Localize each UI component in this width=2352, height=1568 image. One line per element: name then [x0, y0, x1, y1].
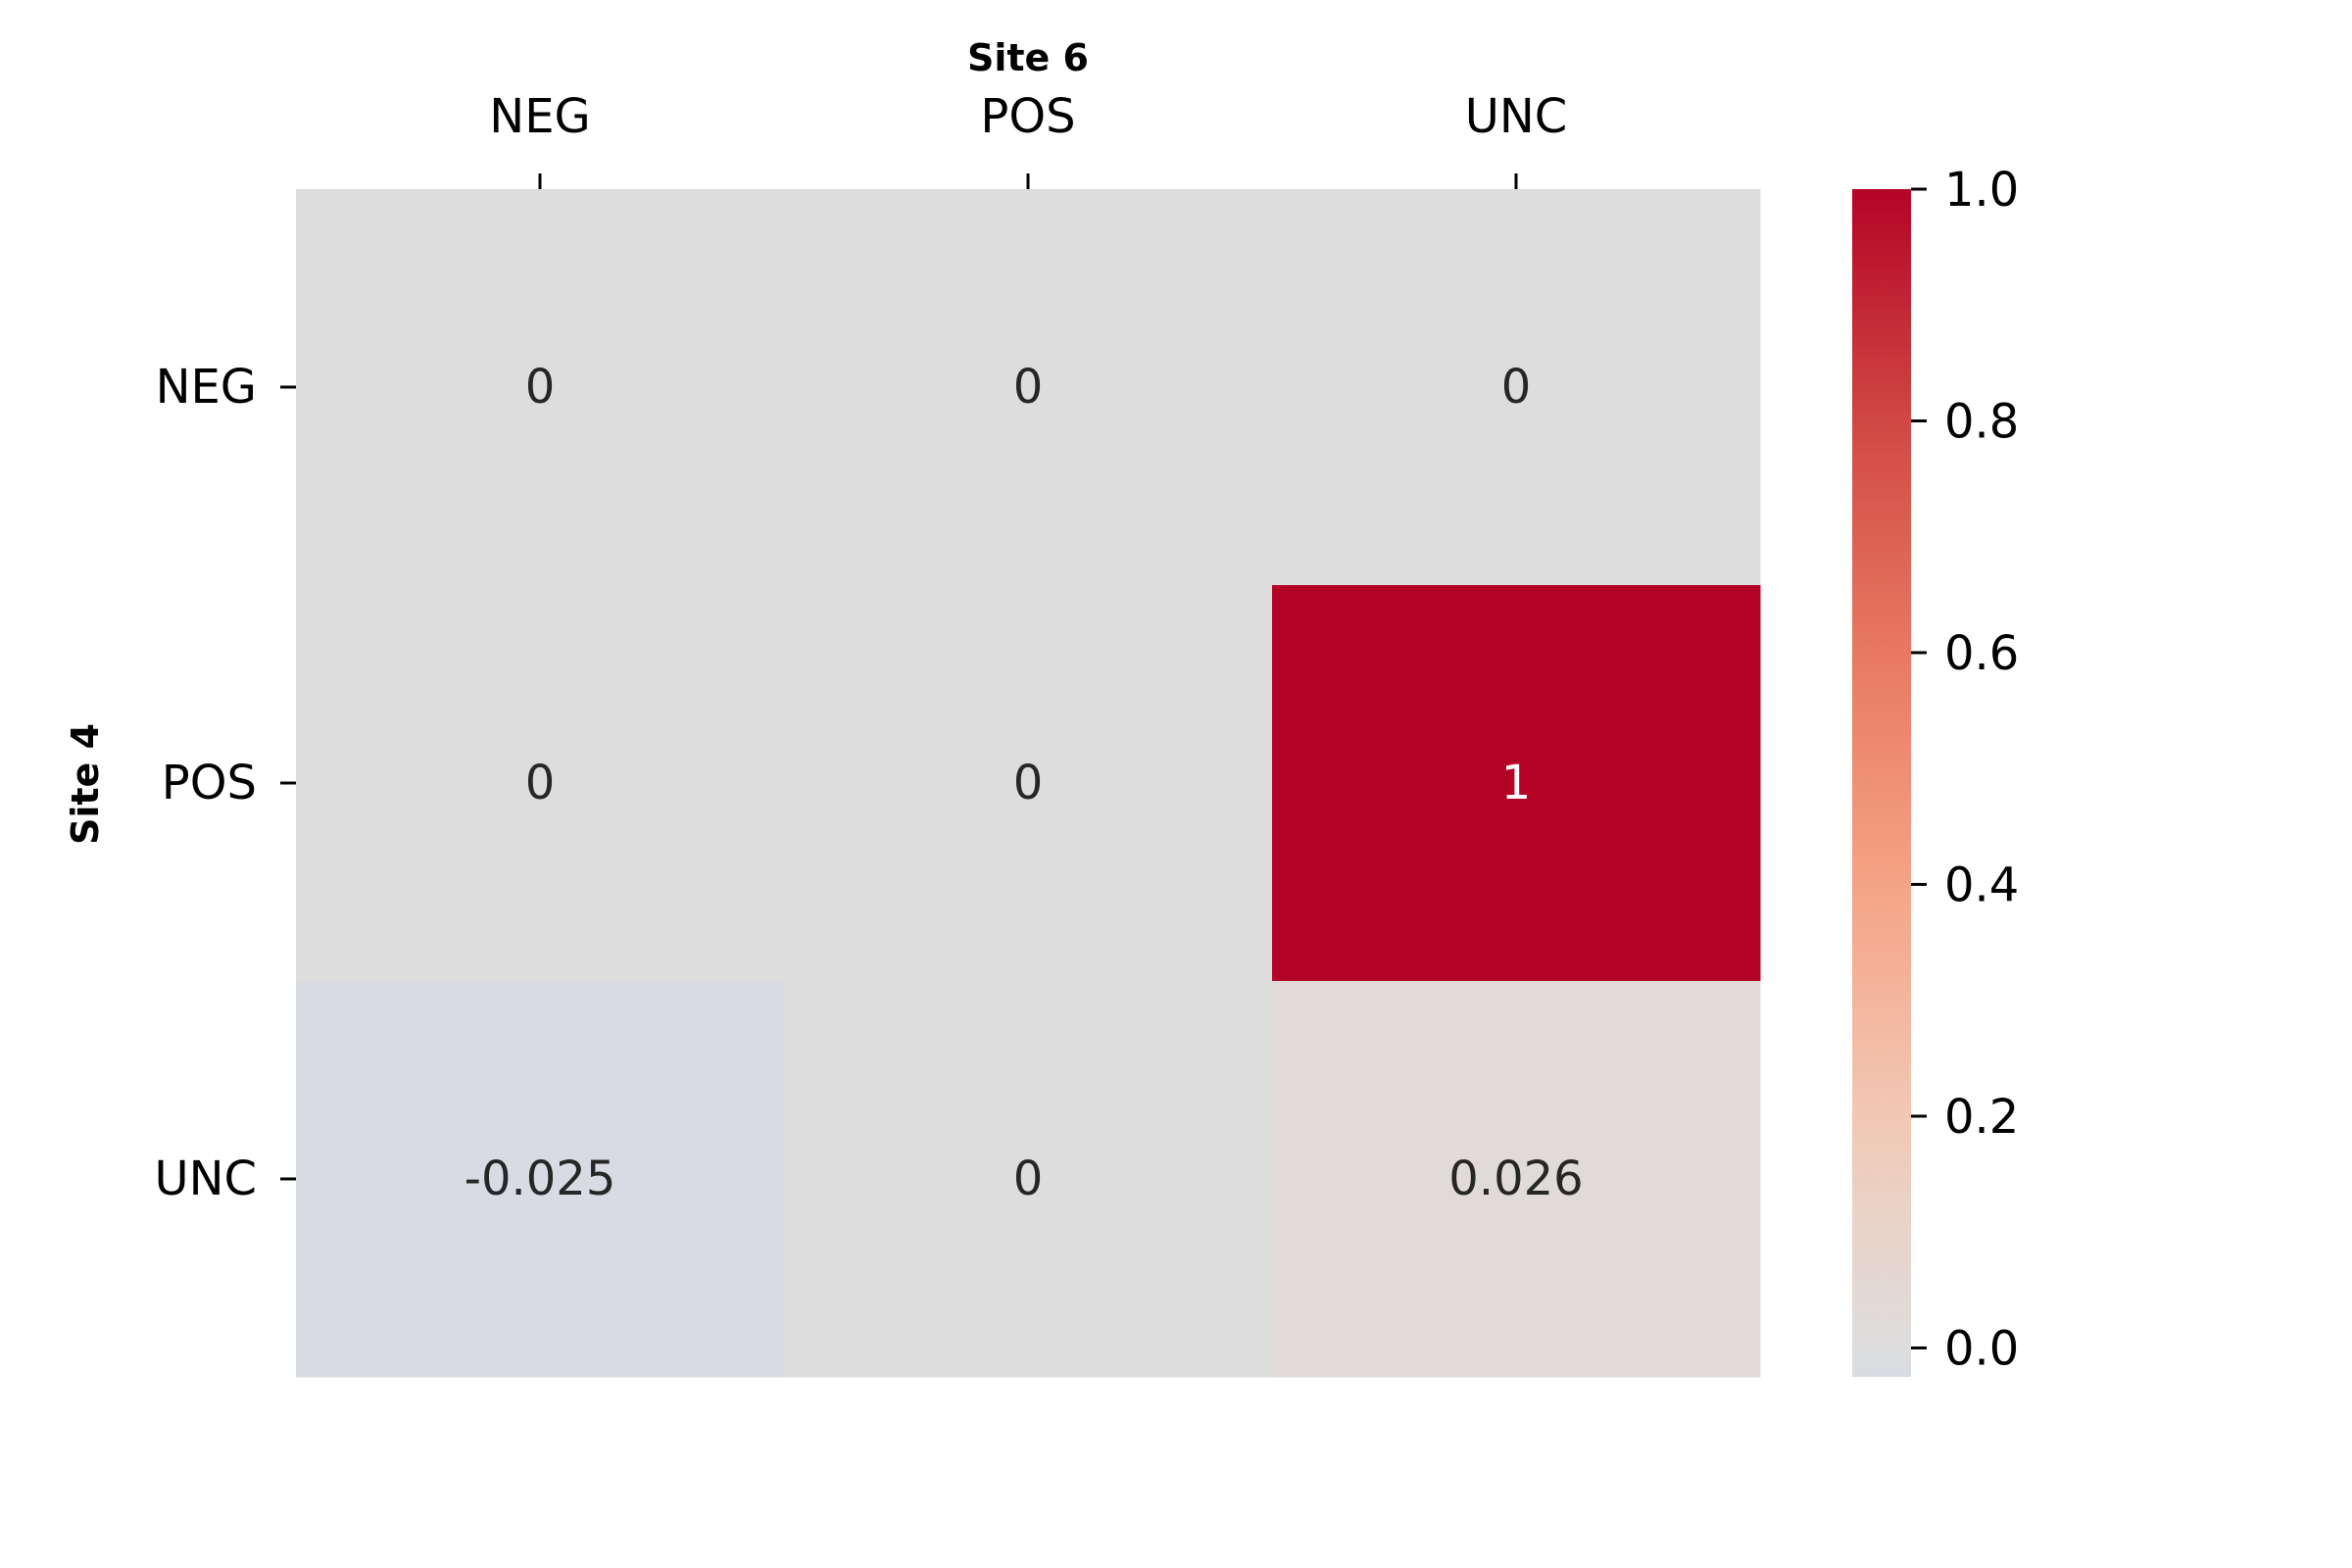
heatmap-cell: [784, 585, 1273, 982]
heatmap-cell: [296, 585, 785, 982]
cell-value-label: -0.025: [465, 1152, 616, 1206]
colorbar-tick-label: 1.0: [1944, 163, 2019, 218]
heatmap-cell: [1272, 189, 1761, 586]
cell-value-label: 1: [1501, 756, 1532, 810]
colorbar-tick-label: 0.0: [1944, 1321, 2019, 1376]
colorbar-tick-label: 0.4: [1944, 858, 2019, 912]
colorbar: 0.0 0.2 0.4 0.6 0.8 1.0: [1852, 163, 2019, 1377]
cell-value-label: 0: [1013, 360, 1044, 415]
cell-value-label: 0: [525, 756, 556, 810]
y-tick-label: NEG: [156, 360, 257, 415]
y-axis-ticks: NEG POS UNC: [154, 360, 296, 1206]
colorbar-tick-label: 0.6: [1944, 626, 2019, 681]
heatmap-cell-labels: 0 0 0 0 0 1 -0.025 0 0.026: [465, 360, 1584, 1206]
heatmap-cell: [296, 981, 785, 1378]
x-tick-label: POS: [980, 89, 1075, 144]
cell-value-label: 0: [1013, 1152, 1044, 1206]
y-axis-label: Site 4: [64, 723, 107, 845]
heatmap-cell: [784, 189, 1273, 586]
x-axis-ticks: NEG POS UNC: [489, 89, 1567, 189]
x-tick-label: NEG: [489, 89, 590, 144]
cell-value-label: 0: [1501, 360, 1532, 415]
x-axis-label: Site 6: [967, 36, 1089, 79]
colorbar-gradient: [1852, 189, 1911, 1377]
heatmap-cells: [296, 189, 1761, 1378]
colorbar-tick-label: 0.2: [1944, 1090, 2019, 1145]
x-tick-label: UNC: [1465, 89, 1568, 144]
heatmap-cell: [784, 981, 1273, 1378]
y-tick-label: POS: [162, 756, 257, 810]
colorbar-ticks: 0.0 0.2 0.4 0.6 0.8 1.0: [1911, 163, 2019, 1376]
cell-value-label: 0.026: [1448, 1152, 1583, 1206]
heatmap-cell: [296, 189, 785, 586]
y-tick-label: UNC: [154, 1152, 257, 1206]
cell-value-label: 0: [525, 360, 556, 415]
heatmap-cell: [1272, 981, 1761, 1378]
heatmap-cell: [1272, 585, 1761, 982]
colorbar-tick-label: 0.8: [1944, 394, 2019, 449]
cell-value-label: 0: [1013, 756, 1044, 810]
